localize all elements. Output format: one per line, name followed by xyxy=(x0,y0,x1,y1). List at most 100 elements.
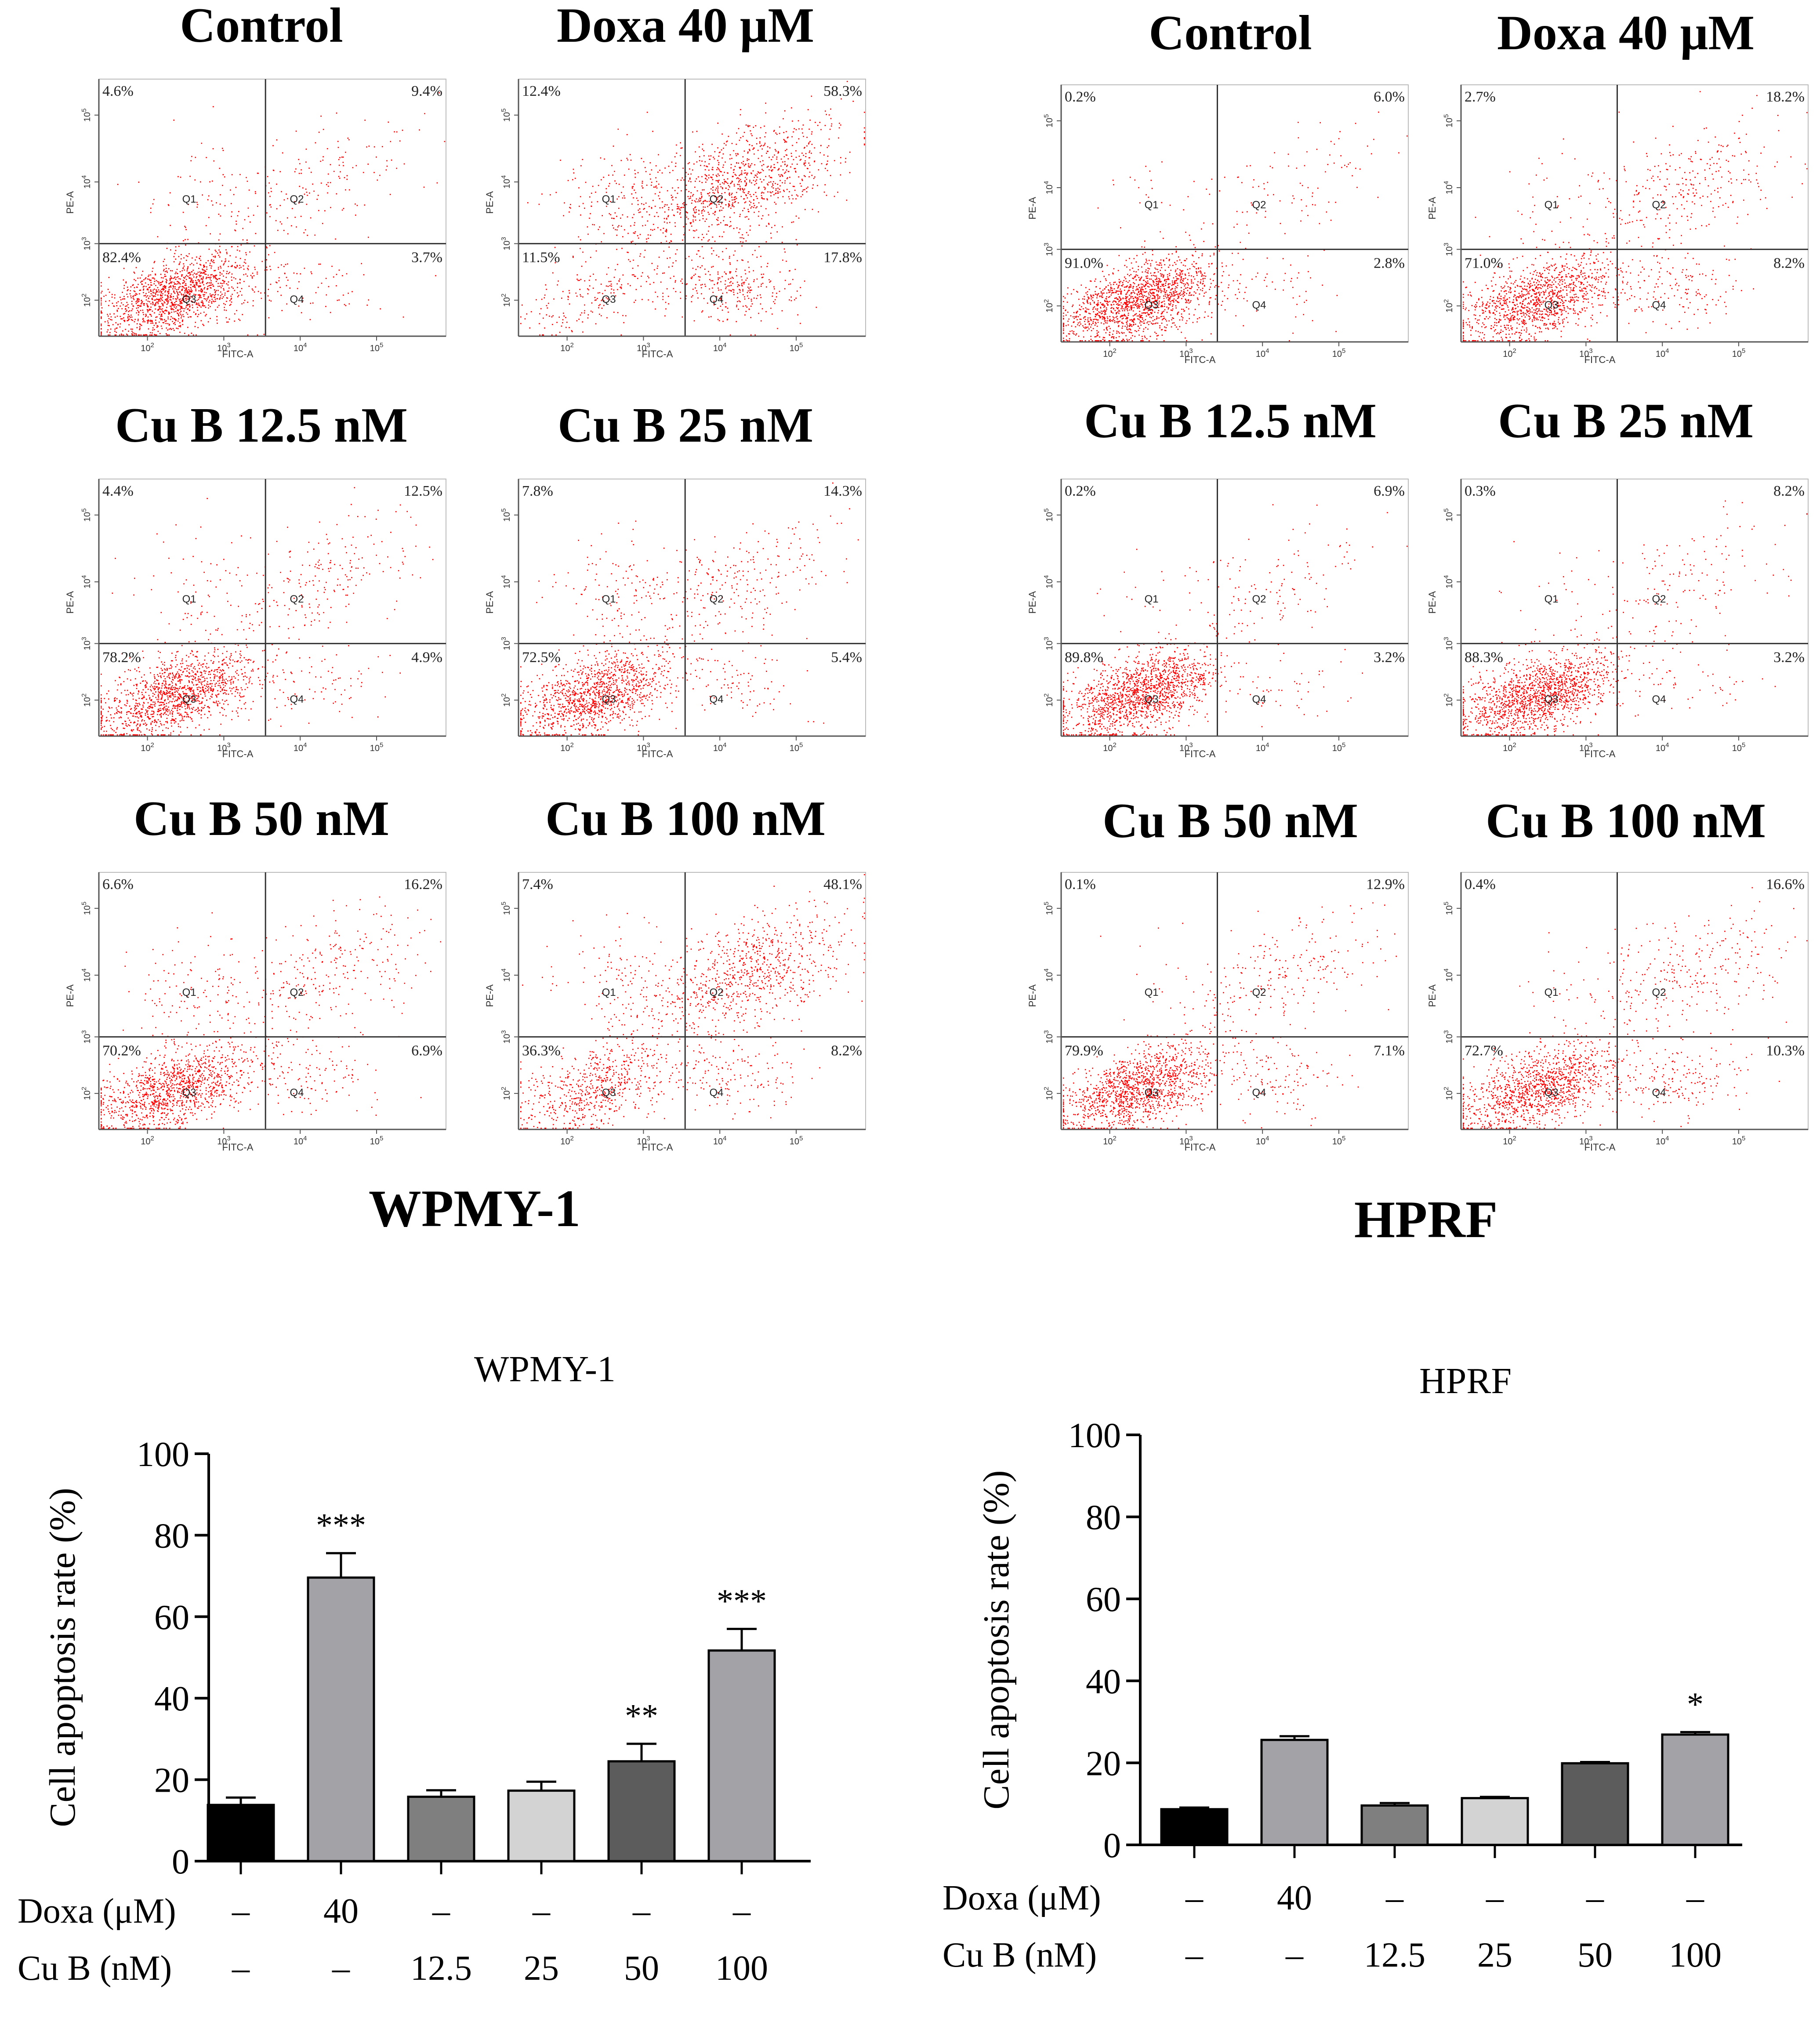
y-tick-label-wrap: 102 xyxy=(1043,299,1055,313)
flow-panel: Cu B 12.5 nM 4.4% 12.5% 78.2% 4.9% Q1 Q2 Q3 Q4 10… xyxy=(65,398,446,759)
bar-y-tick-label: 80 xyxy=(154,1517,189,1555)
quadrant-percent-ur: 16.6% xyxy=(1766,876,1805,893)
y-tick-label: 104 xyxy=(80,175,92,189)
cub-row-label: Cu B (nM) xyxy=(18,1949,172,1988)
quadrant-label: Q3 xyxy=(1544,299,1559,311)
quadrant-label: Q4 xyxy=(1652,693,1666,705)
cub-condition: – xyxy=(232,1949,250,1988)
y-tick-label-wrap: 105 xyxy=(1043,508,1055,522)
cub-condition: – xyxy=(1185,1936,1204,1975)
y-tick-label-wrap: 104 xyxy=(80,969,92,982)
x-axis-label: FITC-A xyxy=(642,748,673,759)
y-axis-label: PE-A xyxy=(484,191,495,214)
y-tick-label-wrap: 103 xyxy=(500,1030,512,1044)
quadrant-label: Q1 xyxy=(182,193,196,205)
x-axis-label: FITC-A xyxy=(222,348,254,359)
quadrant-percent-ll: 36.3% xyxy=(522,1042,561,1059)
x-tick-label: 105 xyxy=(1732,1135,1746,1147)
y-tick-label-wrap: 104 xyxy=(1443,969,1454,982)
quadrant-percent-lr: 8.2% xyxy=(1773,255,1805,271)
quadrant-label: Q3 xyxy=(1544,693,1559,705)
y-tick-label-wrap: 105 xyxy=(1443,902,1454,915)
x-tick-label: 104 xyxy=(713,1135,727,1147)
quadrant-label: Q1 xyxy=(1544,593,1559,605)
x-tick-label: 102 xyxy=(141,741,154,753)
doxa-condition: – xyxy=(532,1892,551,1931)
doxa-condition: – xyxy=(1586,1879,1604,1917)
y-tick-label-wrap: 102 xyxy=(500,693,512,707)
y-tick-label-wrap: 104 xyxy=(80,575,92,589)
quadrant-label: Q3 xyxy=(602,693,616,705)
bar-y-tick-label: 100 xyxy=(137,1435,189,1474)
quadrant-percent-ur: 12.5% xyxy=(404,483,442,499)
cub-condition: 100 xyxy=(1669,1936,1722,1975)
y-tick-label-wrap: 103 xyxy=(1443,1030,1454,1044)
y-axis-label: PE-A xyxy=(1027,197,1038,220)
y-tick-label: 104 xyxy=(500,575,512,589)
quadrant-percent-ll: 79.9% xyxy=(1065,1042,1103,1059)
quadrant-percent-ur: 12.9% xyxy=(1366,876,1405,893)
quadrant-percent-lr: 3.7% xyxy=(411,249,442,265)
bar-chart: HPRF 0 20 40 60 80 100 Cell apoptosis rate (%) –… xyxy=(943,1361,1742,1975)
y-tick-label-wrap: 104 xyxy=(500,575,512,589)
y-tick-label: 102 xyxy=(500,1087,512,1100)
quadrant-percent-ul: 12.4% xyxy=(522,83,561,99)
quadrant-percent-ur: 6.0% xyxy=(1374,89,1405,105)
x-tick-label: 103 xyxy=(217,1135,231,1147)
quadrant-percent-ur: 16.2% xyxy=(404,876,442,893)
bar-y-axis-label: Cell apoptosis rate (%) xyxy=(976,1470,1017,1809)
bar-y-tick-label: 20 xyxy=(154,1761,189,1800)
doxa-condition: 40 xyxy=(1277,1879,1312,1917)
y-tick-label: 105 xyxy=(1043,114,1055,128)
quadrant-percent-lr: 10.3% xyxy=(1766,1042,1805,1059)
x-tick-label: 103 xyxy=(1579,741,1593,753)
quadrant-percent-ll: 91.0% xyxy=(1065,255,1103,271)
x-tick-label: 104 xyxy=(1256,347,1269,359)
quadrant-percent-lr: 8.2% xyxy=(831,1042,862,1059)
quadrant-percent-lr: 4.9% xyxy=(411,649,442,665)
y-tick-label-wrap: 102 xyxy=(1443,299,1454,313)
quadrant-label: Q2 xyxy=(290,593,304,605)
cell-line-label: HPRF xyxy=(1354,1190,1498,1249)
bar-y-tick-label: 20 xyxy=(1086,1744,1121,1783)
bar xyxy=(407,1796,475,1862)
x-axis-label: FITC-A xyxy=(1185,354,1216,365)
x-tick-label: 104 xyxy=(1256,741,1269,753)
y-tick-label: 104 xyxy=(1443,969,1454,982)
y-tick-label-wrap: 103 xyxy=(500,237,512,250)
quadrant-label: Q4 xyxy=(1252,693,1266,705)
x-tick-label: 103 xyxy=(1179,347,1193,359)
y-tick-label: 102 xyxy=(80,693,92,707)
flow-panel-title: Cu B 50 nM xyxy=(1102,794,1358,848)
quadrant-percent-ll: 82.4% xyxy=(102,249,141,265)
bar-y-tick-label: 0 xyxy=(172,1843,189,1881)
cub-condition: 100 xyxy=(715,1949,768,1988)
flow-panel: Cu B 12.5 nM 0.2% 6.9% 89.8% 3.2% Q1 Q2 Q3 Q4 102… xyxy=(1027,394,1409,759)
flow-panel-title: Cu B 25 nM xyxy=(1498,394,1754,448)
x-axis-label: FITC-A xyxy=(1584,354,1616,365)
x-tick-label: 104 xyxy=(1656,741,1669,753)
x-tick-label: 102 xyxy=(141,1135,154,1147)
x-tick-label: 104 xyxy=(1656,1135,1669,1147)
y-tick-label-wrap: 102 xyxy=(500,294,512,307)
cell-line-label: WPMY-1 xyxy=(369,1179,580,1238)
x-tick-label: 105 xyxy=(1732,741,1746,753)
y-tick-label-wrap: 103 xyxy=(1443,637,1454,650)
quadrant-label: Q3 xyxy=(1544,1087,1559,1099)
quadrant-label: Q1 xyxy=(1145,199,1159,211)
cub-row-label: Cu B (nM) xyxy=(943,1936,1097,1975)
bar-y-axis-label: Cell apoptosis rate (%) xyxy=(42,1488,83,1827)
x-tick-label: 103 xyxy=(637,741,650,753)
quadrant-label: Q4 xyxy=(1652,299,1666,311)
quadrant-label: Q3 xyxy=(602,294,616,305)
x-axis-label: FITC-A xyxy=(222,748,254,759)
y-tick-label: 104 xyxy=(500,175,512,189)
y-tick-label: 103 xyxy=(1043,243,1055,256)
quadrant-percent-ul: 0.3% xyxy=(1465,483,1496,499)
cub-condition: 25 xyxy=(1477,1936,1512,1975)
quadrant-percent-ul: 0.2% xyxy=(1065,89,1096,105)
doxa-row-label: Doxa (μM) xyxy=(18,1892,176,1931)
quadrant-percent-ll: 72.5% xyxy=(522,649,561,665)
x-tick-label: 103 xyxy=(1179,741,1193,753)
quadrant-label: Q1 xyxy=(1544,987,1559,998)
